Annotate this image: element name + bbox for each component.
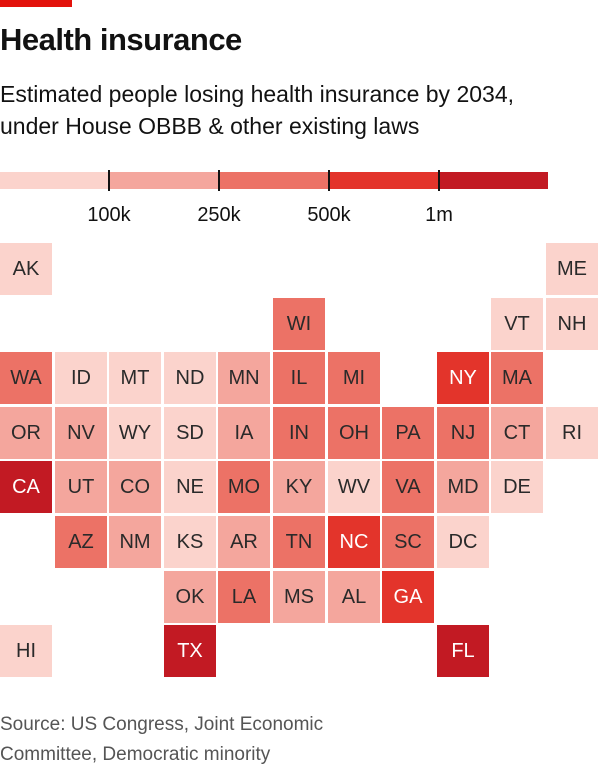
- state-tile-ct: CT: [491, 407, 543, 459]
- state-tile-dc: DC: [437, 516, 489, 568]
- state-tile-ut: UT: [55, 461, 107, 513]
- state-tile-az: AZ: [55, 516, 107, 568]
- legend-segment: [439, 172, 548, 189]
- state-tile-tx: TX: [164, 625, 216, 677]
- subtitle-line-1: Estimated people losing health insurance…: [0, 81, 515, 107]
- state-tile-pa: PA: [382, 407, 434, 459]
- state-tile-wy: WY: [109, 407, 161, 459]
- source-line-1: Source: US Congress, Joint Economic: [0, 714, 324, 735]
- color-legend: 100k 250k 500k 1m: [0, 170, 548, 230]
- state-tile-me: ME: [546, 243, 598, 295]
- legend-tick: [108, 170, 110, 191]
- state-tile-mo: MO: [218, 461, 270, 513]
- state-tile-nd: ND: [164, 352, 216, 404]
- state-tile-hi: HI: [0, 625, 52, 677]
- legend-tick: [328, 170, 330, 191]
- state-tile-ak: AK: [0, 243, 52, 295]
- state-tile-ky: KY: [273, 461, 325, 513]
- chart-subtitle: Estimated people losing health insurance…: [0, 78, 600, 142]
- state-tile-in: IN: [273, 407, 325, 459]
- legend-tick-label: 1m: [425, 204, 453, 226]
- state-tile-md: MD: [437, 461, 489, 513]
- state-tile-ok: OK: [164, 571, 216, 623]
- accent-bar: [0, 0, 72, 7]
- subtitle-line-2: under House OBBB & other existing laws: [0, 113, 420, 139]
- state-tile-vt: VT: [491, 298, 543, 350]
- chart-title: Health insurance: [0, 22, 242, 57]
- state-tile-oh: OH: [328, 407, 380, 459]
- legend-segment: [219, 172, 329, 189]
- state-tile-co: CO: [109, 461, 161, 513]
- state-tile-id: ID: [55, 352, 107, 404]
- state-tile-mt: MT: [109, 352, 161, 404]
- state-tile-wv: WV: [328, 461, 380, 513]
- legend-segment: [329, 172, 439, 189]
- legend-tick-label: 250k: [197, 204, 241, 226]
- legend-tick-label: 500k: [307, 204, 351, 226]
- state-tile-ia: IA: [218, 407, 270, 459]
- state-tile-la: LA: [218, 571, 270, 623]
- state-tile-al: AL: [328, 571, 380, 623]
- legend-tick: [438, 170, 440, 191]
- legend-segment: [109, 172, 219, 189]
- state-tile-wa: WA: [0, 352, 52, 404]
- state-tile-ca: CA: [0, 461, 52, 513]
- legend-tick-label: 100k: [87, 204, 131, 226]
- legend-segment: [0, 172, 109, 189]
- state-tile-wi: WI: [273, 298, 325, 350]
- state-tile-sd: SD: [164, 407, 216, 459]
- state-tile-sc: SC: [382, 516, 434, 568]
- state-tile-mi: MI: [328, 352, 380, 404]
- state-tile-va: VA: [382, 461, 434, 513]
- state-tile-map: AK ME WI VT NH WA ID MT ND MN IL MI NY MA OR NV WY SD IA IN…: [0, 243, 598, 677]
- state-tile-ne: NE: [164, 461, 216, 513]
- state-tile-fl: FL: [437, 625, 489, 677]
- state-tile-nj: NJ: [437, 407, 489, 459]
- state-tile-ma: MA: [491, 352, 543, 404]
- state-tile-ar: AR: [218, 516, 270, 568]
- state-tile-nv: NV: [55, 407, 107, 459]
- state-tile-ms: MS: [273, 571, 325, 623]
- state-tile-mn: MN: [218, 352, 270, 404]
- state-tile-tn: TN: [273, 516, 325, 568]
- state-tile-nh: NH: [546, 298, 598, 350]
- state-tile-nm: NM: [109, 516, 161, 568]
- state-tile-il: IL: [273, 352, 325, 404]
- state-tile-ny: NY: [437, 352, 489, 404]
- state-tile-ks: KS: [164, 516, 216, 568]
- state-tile-ga: GA: [382, 571, 434, 623]
- state-tile-de: DE: [491, 461, 543, 513]
- legend-tick: [218, 170, 220, 191]
- state-tile-nc: NC: [328, 516, 380, 568]
- state-tile-or: OR: [0, 407, 52, 459]
- source-note: Source: US Congress, Joint Economic Comm…: [0, 710, 420, 770]
- source-line-2: Committee, Democratic minority: [0, 744, 271, 765]
- state-tile-ri: RI: [546, 407, 598, 459]
